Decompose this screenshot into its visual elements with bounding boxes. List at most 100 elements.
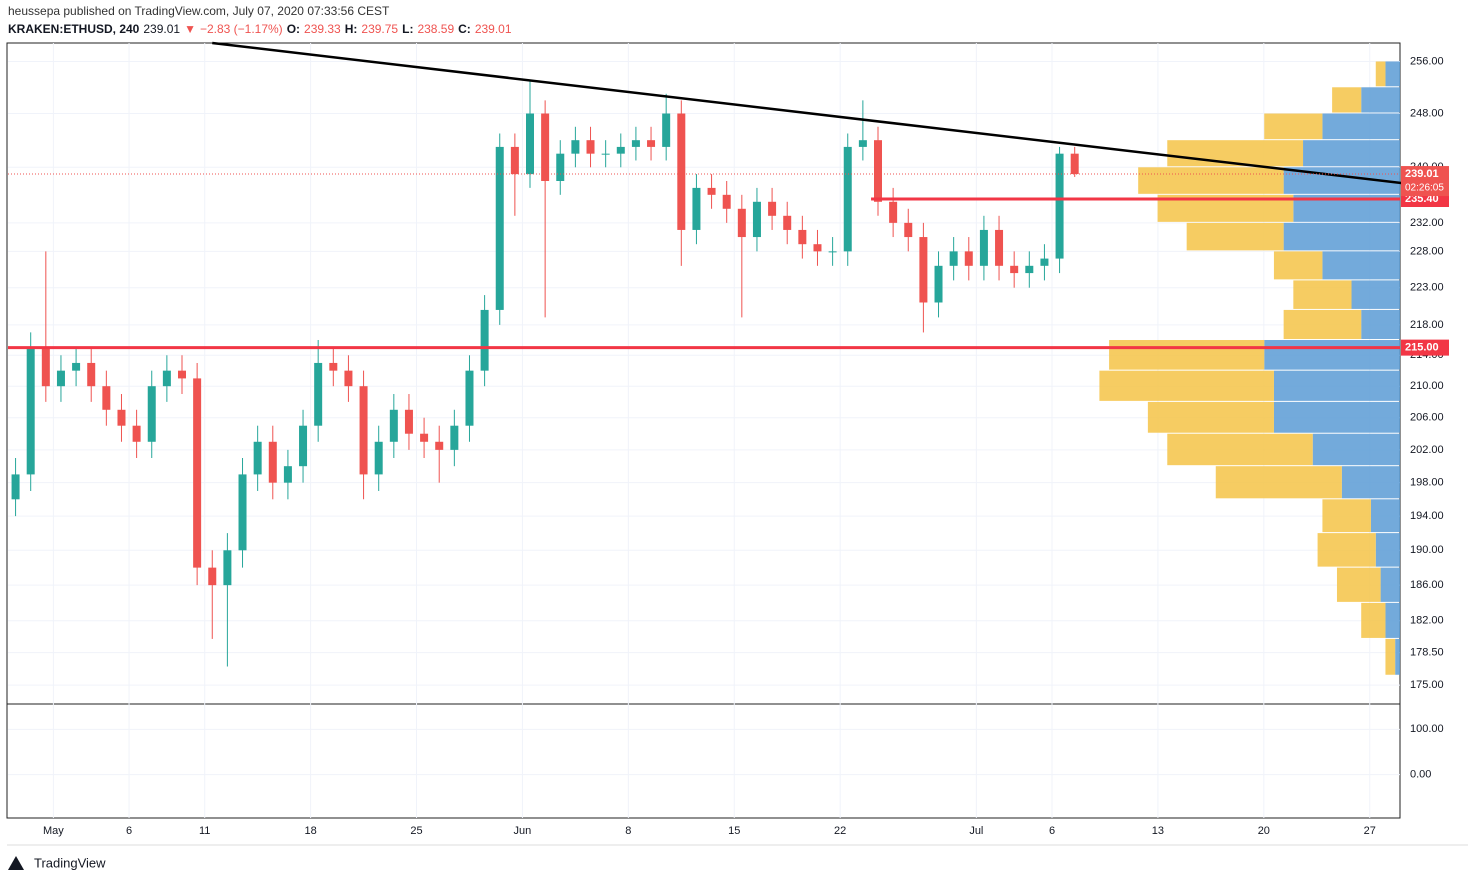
header-c: 239.01: [475, 22, 512, 36]
x-tick-label: 18: [304, 825, 316, 837]
profile-up: [1322, 113, 1400, 140]
candle-body: [117, 409, 126, 426]
candle-body: [193, 378, 202, 568]
y-tick-label: 202.00: [1410, 444, 1444, 456]
y-tick-label: 206.00: [1410, 412, 1444, 424]
candle-body: [435, 441, 444, 450]
x-tick-label: May: [43, 825, 64, 837]
price-tag-label: 239.01: [1405, 168, 1439, 180]
profile-down: [1361, 602, 1386, 638]
plot-area: [8, 41, 1408, 818]
candle-body: [87, 362, 96, 387]
x-tick-label: Jul: [969, 825, 983, 837]
profile-down: [1317, 533, 1376, 567]
candle-body: [344, 370, 353, 387]
y-tick-label: 198.00: [1410, 477, 1444, 489]
profile-up: [1385, 61, 1400, 87]
candle-body: [389, 409, 398, 442]
profile-up: [1361, 309, 1400, 340]
trendline: [212, 41, 1408, 185]
x-tick-label: Jun: [514, 825, 532, 837]
profile-up: [1273, 370, 1400, 401]
x-tick-label: 11: [199, 825, 210, 837]
candle-body: [904, 222, 913, 238]
header-l: 238.59: [417, 22, 454, 36]
candle-body: [1010, 265, 1019, 274]
profile-up: [1361, 87, 1400, 113]
candle-body: [223, 550, 232, 586]
profile-down: [1147, 401, 1274, 433]
header-symbol: KRAKEN:ETHUSD, 240: [8, 22, 140, 36]
header-arrow: ▼: [184, 22, 196, 36]
profile-down: [1385, 638, 1396, 675]
candle-body: [798, 229, 807, 245]
candle-body: [208, 567, 217, 586]
profile-up: [1395, 638, 1400, 675]
candle-body: [752, 201, 761, 238]
y-tick-label: 194.00: [1410, 510, 1444, 522]
price-tag-label: 215.00: [1405, 342, 1439, 354]
x-tick-label: 25: [410, 825, 422, 837]
candle-body: [556, 153, 565, 181]
candle-body: [768, 201, 777, 216]
y-tick-label: 178.50: [1410, 647, 1444, 659]
profile-up: [1385, 602, 1400, 638]
x-tick-label: 13: [1152, 825, 1164, 837]
y-tick-label: 100.00: [1410, 723, 1444, 735]
candle-body: [662, 113, 671, 147]
candle-body: [420, 433, 429, 442]
candle-body: [238, 474, 247, 551]
profile-down: [1099, 370, 1274, 401]
candle-body: [268, 441, 277, 483]
candle-body: [465, 370, 474, 426]
y-tick-label: 223.00: [1410, 282, 1444, 294]
y-tick-label: 218.00: [1410, 319, 1444, 331]
profile-down: [1167, 140, 1304, 167]
candle-body: [783, 215, 792, 230]
candle-body: [480, 309, 489, 371]
x-tick-label: 8: [625, 825, 631, 837]
price-tag: [1401, 339, 1449, 356]
x-tick-label: 27: [1364, 825, 1376, 837]
candle-body: [631, 140, 640, 147]
y-tick-label: 182.00: [1410, 615, 1444, 627]
x-tick-label: 22: [834, 825, 846, 837]
header-publisher: heussepa published on TradingView.com, J…: [8, 4, 390, 18]
candle-body: [707, 187, 716, 195]
candle-body: [979, 229, 988, 266]
profile-down: [1375, 61, 1386, 87]
profile-down: [1332, 87, 1362, 113]
countdown: 02:26:05: [1405, 183, 1444, 194]
y-tick-label: 0.00: [1410, 768, 1431, 780]
candle-body: [813, 244, 822, 252]
y-tick-label: 228.00: [1410, 245, 1444, 257]
candle-body: [299, 425, 308, 467]
y-tick-label: 190.00: [1410, 544, 1444, 556]
profile-down: [1293, 280, 1352, 309]
candle-body: [934, 265, 943, 303]
header-h: 239.75: [361, 22, 398, 36]
candle-body: [889, 201, 898, 223]
candle-body: [178, 370, 186, 379]
y-tick-label: 175.00: [1410, 679, 1444, 691]
candle-body: [1025, 265, 1034, 274]
header-l-label: L:: [402, 22, 413, 36]
x-tick-label: 6: [1049, 825, 1055, 837]
logo: [8, 856, 24, 870]
profile-down: [1109, 340, 1265, 370]
candle-body: [329, 362, 338, 371]
candle-body: [919, 237, 928, 303]
header-o-label: O:: [287, 22, 300, 36]
profile-down: [1215, 466, 1342, 499]
candle-body: [359, 386, 368, 475]
profile-up: [1370, 499, 1400, 533]
candle-body: [692, 187, 701, 230]
candle-body: [828, 251, 837, 253]
candle-body: [647, 140, 656, 147]
x-tick-label: 6: [126, 825, 132, 837]
candle-body: [964, 251, 973, 266]
profile-down: [1273, 251, 1323, 280]
candle-body: [56, 370, 65, 387]
y-tick-label: 232.00: [1410, 217, 1444, 229]
